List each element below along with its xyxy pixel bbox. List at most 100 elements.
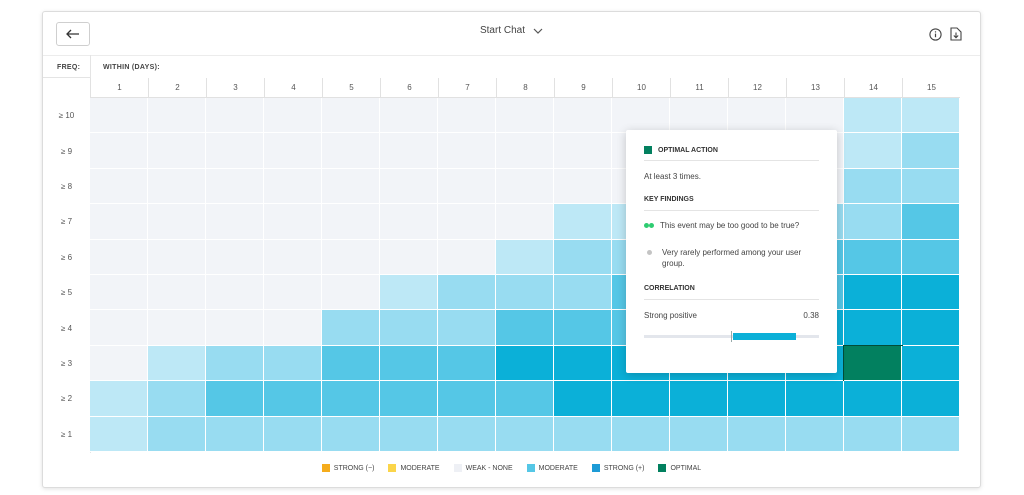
- heatmap-cell[interactable]: [496, 310, 554, 346]
- heatmap-cell[interactable]: [380, 168, 438, 205]
- heatmap-cell[interactable]: [322, 381, 380, 417]
- heatmap-cell[interactable]: [612, 416, 670, 452]
- heatmap-cell[interactable]: [264, 310, 322, 346]
- heatmap-cell[interactable]: [380, 204, 438, 240]
- heatmap-cell[interactable]: [844, 133, 902, 169]
- heatmap-cell[interactable]: [554, 275, 612, 311]
- heatmap-cell[interactable]: [438, 416, 496, 452]
- heatmap-cell[interactable]: [728, 98, 786, 134]
- heatmap-cell[interactable]: [90, 310, 148, 346]
- heatmap-cell[interactable]: [612, 381, 670, 417]
- back-button[interactable]: [56, 22, 90, 46]
- heatmap-cell[interactable]: [380, 275, 438, 311]
- heatmap-cell[interactable]: [554, 98, 612, 134]
- heatmap-cell[interactable]: [90, 239, 148, 275]
- heatmap-cell[interactable]: [206, 310, 264, 346]
- heatmap-cell[interactable]: [148, 239, 206, 275]
- heatmap-cell[interactable]: [554, 239, 612, 275]
- heatmap-cell[interactable]: [90, 381, 148, 417]
- heatmap-cell[interactable]: [148, 310, 206, 346]
- heatmap-cell[interactable]: [264, 168, 322, 205]
- heatmap-cell[interactable]: [496, 345, 554, 382]
- heatmap-cell[interactable]: [844, 416, 902, 452]
- heatmap-cell[interactable]: [844, 381, 902, 417]
- heatmap-cell[interactable]: [322, 168, 380, 205]
- heatmap-cell[interactable]: [322, 345, 380, 382]
- heatmap-cell[interactable]: [322, 310, 380, 346]
- heatmap-cell[interactable]: [786, 381, 844, 417]
- heatmap-cell[interactable]: [148, 275, 206, 311]
- heatmap-cell[interactable]: [670, 381, 728, 417]
- heatmap-cell[interactable]: [728, 416, 786, 452]
- heatmap-cell[interactable]: [496, 168, 554, 205]
- heatmap-cell[interactable]: [902, 98, 960, 134]
- heatmap-cell[interactable]: [844, 98, 902, 134]
- heatmap-cell[interactable]: [728, 381, 786, 417]
- heatmap-cell[interactable]: [206, 381, 264, 417]
- heatmap-cell[interactable]: [902, 381, 960, 417]
- heatmap-cell[interactable]: [438, 381, 496, 417]
- heatmap-cell[interactable]: [148, 345, 206, 382]
- heatmap-cell[interactable]: [206, 416, 264, 452]
- heatmap-cell[interactable]: [438, 310, 496, 346]
- heatmap-cell[interactable]: [786, 98, 844, 134]
- heatmap-cell[interactable]: [612, 98, 670, 134]
- heatmap-cell[interactable]: [844, 168, 902, 205]
- event-selector[interactable]: Start Chat: [43, 25, 980, 36]
- heatmap-cell[interactable]: [438, 168, 496, 205]
- heatmap-cell[interactable]: [438, 275, 496, 311]
- heatmap-cell-optimal[interactable]: [843, 344, 903, 383]
- heatmap-cell[interactable]: [264, 239, 322, 275]
- heatmap-cell[interactable]: [90, 204, 148, 240]
- heatmap-cell[interactable]: [844, 275, 902, 311]
- heatmap-cell[interactable]: [902, 168, 960, 205]
- heatmap-cell[interactable]: [322, 275, 380, 311]
- heatmap-cell[interactable]: [148, 204, 206, 240]
- heatmap-cell[interactable]: [206, 275, 264, 311]
- heatmap-cell[interactable]: [554, 310, 612, 346]
- heatmap-cell[interactable]: [90, 345, 148, 382]
- heatmap-cell[interactable]: [438, 204, 496, 240]
- heatmap-cell[interactable]: [380, 133, 438, 169]
- heatmap-cell[interactable]: [902, 275, 960, 311]
- heatmap-cell[interactable]: [438, 345, 496, 382]
- heatmap-cell[interactable]: [844, 239, 902, 275]
- heatmap-cell[interactable]: [496, 133, 554, 169]
- heatmap-cell[interactable]: [902, 239, 960, 275]
- heatmap-cell[interactable]: [90, 168, 148, 205]
- heatmap-cell[interactable]: [206, 204, 264, 240]
- heatmap-cell[interactable]: [496, 381, 554, 417]
- heatmap-cell[interactable]: [380, 416, 438, 452]
- heatmap-cell[interactable]: [380, 381, 438, 417]
- heatmap-cell[interactable]: [322, 133, 380, 169]
- heatmap-cell[interactable]: [90, 98, 148, 134]
- heatmap-cell[interactable]: [264, 275, 322, 311]
- heatmap-cell[interactable]: [380, 310, 438, 346]
- heatmap-cell[interactable]: [380, 239, 438, 275]
- heatmap-cell[interactable]: [438, 133, 496, 169]
- heatmap-cell[interactable]: [322, 416, 380, 452]
- heatmap-cell[interactable]: [786, 416, 844, 452]
- heatmap-cell[interactable]: [264, 133, 322, 169]
- heatmap-cell[interactable]: [380, 345, 438, 382]
- heatmap-cell[interactable]: [206, 168, 264, 205]
- heatmap-cell[interactable]: [438, 239, 496, 275]
- heatmap-cell[interactable]: [90, 133, 148, 169]
- heatmap-cell[interactable]: [380, 98, 438, 134]
- heatmap-cell[interactable]: [496, 98, 554, 134]
- heatmap-cell[interactable]: [322, 98, 380, 134]
- heatmap-cell[interactable]: [554, 345, 612, 382]
- heatmap-cell[interactable]: [206, 239, 264, 275]
- heatmap-cell[interactable]: [148, 168, 206, 205]
- heatmap-cell[interactable]: [496, 416, 554, 452]
- heatmap-cell[interactable]: [902, 133, 960, 169]
- download-button[interactable]: [948, 26, 964, 42]
- heatmap-cell[interactable]: [902, 310, 960, 346]
- heatmap-cell[interactable]: [438, 98, 496, 134]
- heatmap-cell[interactable]: [496, 275, 554, 311]
- heatmap-cell[interactable]: [554, 204, 612, 240]
- heatmap-cell[interactable]: [206, 98, 264, 134]
- info-button[interactable]: [927, 26, 943, 42]
- heatmap-cell[interactable]: [90, 275, 148, 311]
- heatmap-cell[interactable]: [322, 204, 380, 240]
